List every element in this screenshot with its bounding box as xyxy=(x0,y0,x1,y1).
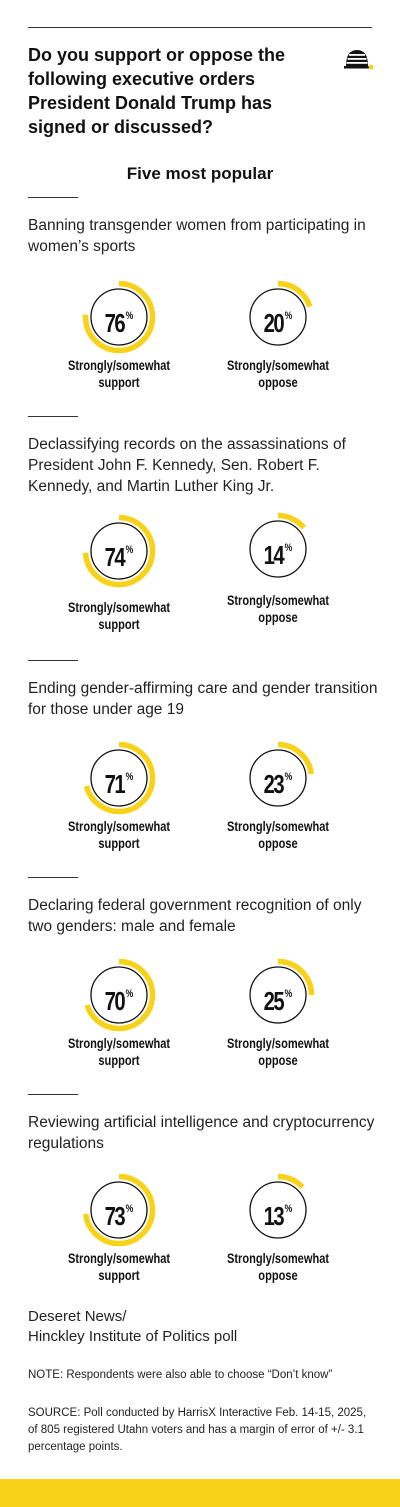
value-label: 74% xyxy=(89,534,148,573)
value-number: 74 xyxy=(104,542,126,572)
donut-chart xyxy=(82,741,156,815)
value-unit: % xyxy=(125,1203,134,1215)
oppose-gauge: 20% xyxy=(240,279,316,355)
oppose-label: Strongly/somewhat oppose xyxy=(226,593,330,625)
donut-ring xyxy=(249,520,307,578)
support-gauge: 74% xyxy=(81,513,157,589)
donut-value-arc xyxy=(82,958,156,1032)
value-number: 73 xyxy=(104,1201,126,1231)
support-label: Strongly/somewhat support xyxy=(67,358,171,390)
oppose-label: Strongly/somewhat oppose xyxy=(226,819,330,851)
donut-chart xyxy=(241,512,315,586)
value-label: 14% xyxy=(248,532,307,571)
source-title: Deseret News/ Hinckley Institute of Poli… xyxy=(28,1308,238,1345)
donut-value-arc xyxy=(82,1173,156,1247)
oppose-label: Strongly/somewhat oppose xyxy=(226,358,330,390)
value-label: 76% xyxy=(89,300,148,339)
support-label: Strongly/somewhat support xyxy=(67,1036,171,1068)
donut-ring xyxy=(90,522,148,580)
donut-chart xyxy=(241,1173,315,1247)
value-unit: % xyxy=(284,542,293,554)
donut-value-arc xyxy=(82,280,156,354)
value-unit: % xyxy=(284,988,293,1000)
donut-ring xyxy=(90,1181,148,1239)
value-label: 73% xyxy=(89,1193,148,1232)
value-label: 20% xyxy=(248,300,307,339)
oppose-gauge: 14% xyxy=(240,511,316,587)
question-title: Reviewing artificial intelligence and cr… xyxy=(28,1114,375,1152)
support-label: Strongly/somewhat support xyxy=(67,1251,171,1283)
question-title: Ending gender-affirming care and gender … xyxy=(28,680,378,718)
support-label: Strongly/somewhat support xyxy=(67,819,171,851)
value-number: 23 xyxy=(263,769,285,799)
support-gauge: 71% xyxy=(81,740,157,816)
oppose-label: Strongly/somewhat oppose xyxy=(226,1251,330,1283)
value-unit: % xyxy=(284,310,293,322)
value-unit: % xyxy=(125,771,134,783)
oppose-label: Strongly/somewhat oppose xyxy=(226,1036,330,1068)
question-title: Banning transgender women from participa… xyxy=(28,217,366,255)
donut-value-arc xyxy=(241,1173,315,1247)
donut-chart xyxy=(241,280,315,354)
footer-bar xyxy=(0,1479,400,1507)
subtitle: Five most popular xyxy=(126,164,274,183)
oppose-gauge: 13% xyxy=(240,1172,316,1248)
source-note: SOURCE: Poll conducted by HarrisX Intera… xyxy=(28,1407,367,1453)
question-title: Declassifying records on the assassinati… xyxy=(28,436,346,495)
donut-value-arc xyxy=(82,514,156,588)
donut-ring xyxy=(249,749,307,807)
oppose-gauge: 25% xyxy=(240,957,316,1033)
section-divider xyxy=(28,877,78,878)
value-label: 13% xyxy=(248,1193,307,1232)
section-divider xyxy=(28,660,78,661)
value-number: 71 xyxy=(104,769,126,799)
value-unit: % xyxy=(284,771,293,783)
support-label: Strongly/somewhat support xyxy=(67,600,171,632)
donut-value-arc xyxy=(241,280,315,354)
donut-ring xyxy=(249,966,307,1024)
value-unit: % xyxy=(284,1203,293,1215)
donut-chart xyxy=(82,280,156,354)
value-unit: % xyxy=(125,310,134,322)
donut-chart xyxy=(82,1173,156,1247)
value-number: 13 xyxy=(263,1201,285,1231)
donut-ring xyxy=(90,288,148,346)
note: NOTE: Respondents were also able to choo… xyxy=(28,1369,333,1381)
value-label: 70% xyxy=(89,978,148,1017)
value-label: 25% xyxy=(248,978,307,1017)
support-gauge: 73% xyxy=(81,1172,157,1248)
section-divider xyxy=(28,1094,78,1095)
support-gauge: 70% xyxy=(81,957,157,1033)
donut-ring xyxy=(249,1181,307,1239)
donut-chart xyxy=(82,514,156,588)
donut-chart xyxy=(241,958,315,1032)
value-number: 70 xyxy=(104,986,126,1016)
donut-value-arc xyxy=(241,958,315,1032)
donut-chart xyxy=(241,741,315,815)
section-divider xyxy=(28,197,78,198)
donut-value-arc xyxy=(241,512,315,586)
donut-ring xyxy=(90,966,148,1024)
value-number: 20 xyxy=(263,308,285,338)
value-label: 23% xyxy=(248,761,307,800)
value-unit: % xyxy=(125,988,134,1000)
donut-value-arc xyxy=(82,741,156,815)
value-unit: % xyxy=(125,544,134,556)
top-divider xyxy=(28,27,372,28)
value-number: 14 xyxy=(263,540,285,570)
support-gauge: 76% xyxy=(81,279,157,355)
donut-chart xyxy=(82,958,156,1032)
oppose-gauge: 23% xyxy=(240,740,316,816)
value-label: 71% xyxy=(89,761,148,800)
question-title: Declaring federal government recognition… xyxy=(28,897,362,935)
donut-ring xyxy=(90,749,148,807)
headline: Do you support or oppose the following e… xyxy=(28,45,285,137)
section-divider xyxy=(28,416,78,417)
value-number: 76 xyxy=(104,308,126,338)
value-number: 25 xyxy=(263,986,285,1016)
donut-value-arc xyxy=(241,741,315,815)
donut-ring xyxy=(249,288,307,346)
beehive-icon xyxy=(344,50,374,70)
